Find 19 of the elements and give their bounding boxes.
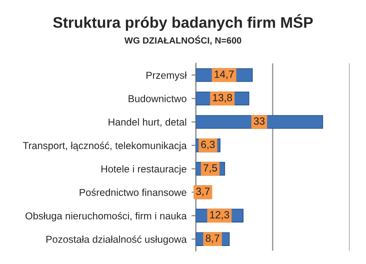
chart-subtitle: WG DZIAŁALNOŚCI, N=600 [124,36,242,45]
data-label: 33 [254,117,265,125]
y-tick-label: Obsługa nieruchomości, firm i nauka [26,212,187,222]
y-tick-label: Transport, łączność, telekomunikacja [22,142,187,152]
data-label: 8,7 [206,234,220,244]
data-label: 14,7 [214,70,234,80]
y-tick-label: Pośrednictwo finansowe [80,188,186,196]
data-label: 13,8 [212,94,232,103]
y-tick-label: Przemysł [146,71,187,81]
data-label: 12,3 [210,211,230,220]
y-tick-label: Pozostała działalność usługowa [46,235,187,245]
bar [196,115,324,129]
data-label: 6,3 [201,140,215,150]
y-tick-label: Budownictwo [128,94,186,102]
y-tick-label: Hotele i restauracje [101,165,186,174]
data-label: 7,5 [204,164,218,173]
data-label: 3,7 [196,188,210,196]
chart-title: Struktura próby badanych firm MŚP [53,14,313,31]
y-tick-label: Handel hurt, detal [108,118,186,127]
